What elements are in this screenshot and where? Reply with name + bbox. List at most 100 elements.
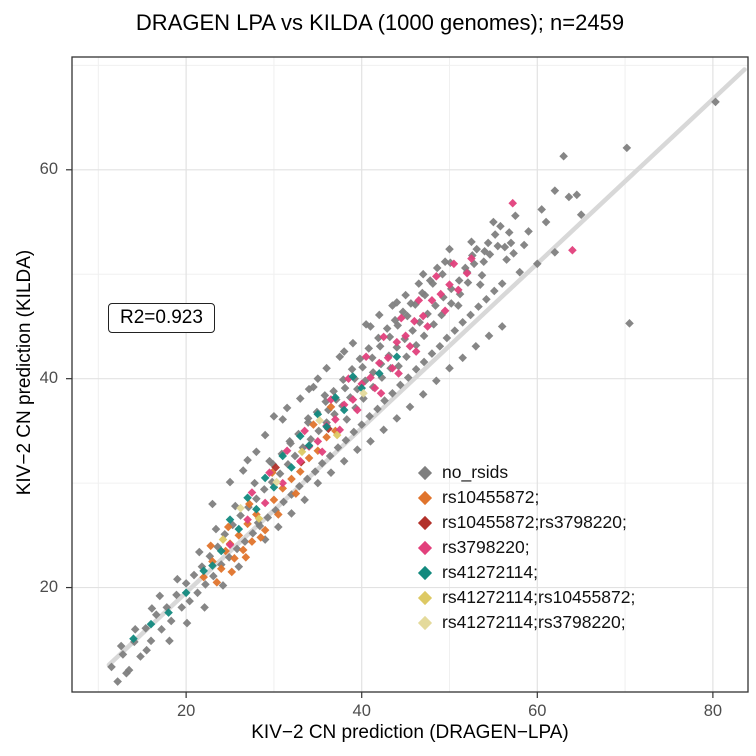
data-point (302, 474, 312, 484)
data-point (392, 298, 402, 307)
data-point (313, 478, 323, 488)
data-point (428, 279, 438, 288)
data-point (225, 540, 235, 550)
data-point (408, 326, 417, 335)
data-point (493, 241, 503, 251)
data-point (177, 603, 187, 612)
data-point (230, 554, 239, 563)
data-point (576, 210, 586, 220)
data-point (364, 344, 374, 353)
data-point (224, 552, 234, 562)
data-point (118, 650, 128, 659)
data-point (550, 248, 560, 257)
data-point (181, 588, 191, 598)
data-point (475, 280, 485, 289)
data-point (361, 320, 371, 329)
panel-border (71, 56, 749, 693)
data-point (454, 276, 464, 285)
data-point (256, 533, 266, 542)
data-point (376, 388, 386, 398)
data-point (341, 435, 351, 445)
data-point (490, 230, 500, 239)
data-point (252, 504, 261, 514)
data-point (240, 537, 250, 546)
legend-label: rs10455872;rs3798220; (442, 512, 627, 532)
data-point (418, 390, 428, 399)
data-point (208, 561, 217, 570)
chart-title: DRAGEN LPA vs KILDA (1000 genomes); n=24… (135, 10, 625, 35)
data-point (279, 497, 288, 507)
data-point (405, 402, 415, 412)
data-point (326, 395, 336, 404)
data-point (238, 545, 248, 555)
data-point (449, 259, 459, 269)
data-point (403, 311, 412, 321)
data-point (146, 636, 156, 646)
data-point (291, 489, 301, 498)
data-point (313, 437, 323, 446)
data-point (306, 434, 316, 444)
data-point (335, 352, 345, 362)
data-point (550, 186, 560, 195)
data-point (287, 474, 296, 484)
data-point (313, 374, 323, 383)
data-point (392, 352, 402, 362)
data-point (537, 205, 546, 214)
data-point (225, 515, 235, 524)
data-point (325, 451, 335, 461)
data-point (342, 415, 352, 424)
data-point (151, 610, 161, 620)
data-point (446, 258, 455, 268)
data-point (390, 315, 400, 325)
data-point (439, 292, 448, 302)
data-point (320, 391, 330, 400)
data-point (326, 468, 336, 477)
data-point (263, 513, 273, 522)
legend-item: rs41272114;rs10455872; (417, 585, 635, 610)
data-point (250, 478, 259, 488)
data-point (309, 420, 318, 429)
data-point (130, 625, 140, 634)
data-point (429, 320, 439, 329)
data-point (392, 414, 402, 423)
data-point (379, 332, 388, 342)
data-point (304, 453, 314, 463)
data-point (248, 528, 258, 538)
data-point (463, 278, 473, 287)
y-tick-label: 40 (39, 368, 58, 387)
data-point (189, 570, 199, 580)
y-tick-label: 20 (39, 577, 58, 596)
data-point (172, 590, 181, 600)
data-point (419, 357, 429, 367)
data-point (260, 525, 270, 535)
data-point (392, 343, 402, 352)
data-point (247, 537, 257, 546)
data-point (458, 317, 467, 327)
data-point (392, 337, 402, 347)
data-point (471, 342, 481, 351)
data-point (314, 426, 323, 436)
legend-item: rs41272114;rs3798220; (417, 610, 635, 635)
data-point (469, 259, 479, 269)
data-point (455, 289, 465, 299)
data-point (234, 524, 244, 534)
x-tick-label: 20 (176, 702, 196, 720)
data-point (313, 409, 323, 419)
data-point (243, 515, 252, 524)
data-point (532, 259, 542, 269)
data-point (477, 270, 487, 280)
data-point (373, 404, 382, 414)
data-point (370, 383, 380, 393)
data-point (295, 394, 305, 403)
data-point (331, 426, 340, 436)
data-point (414, 296, 424, 305)
data-point (326, 402, 336, 412)
data-point (497, 322, 507, 331)
data-point (367, 353, 377, 363)
data-point (496, 221, 505, 231)
data-point (230, 501, 240, 511)
data-point (411, 364, 421, 374)
data-point (173, 574, 182, 584)
data-point (211, 524, 221, 534)
data-point (282, 403, 292, 413)
